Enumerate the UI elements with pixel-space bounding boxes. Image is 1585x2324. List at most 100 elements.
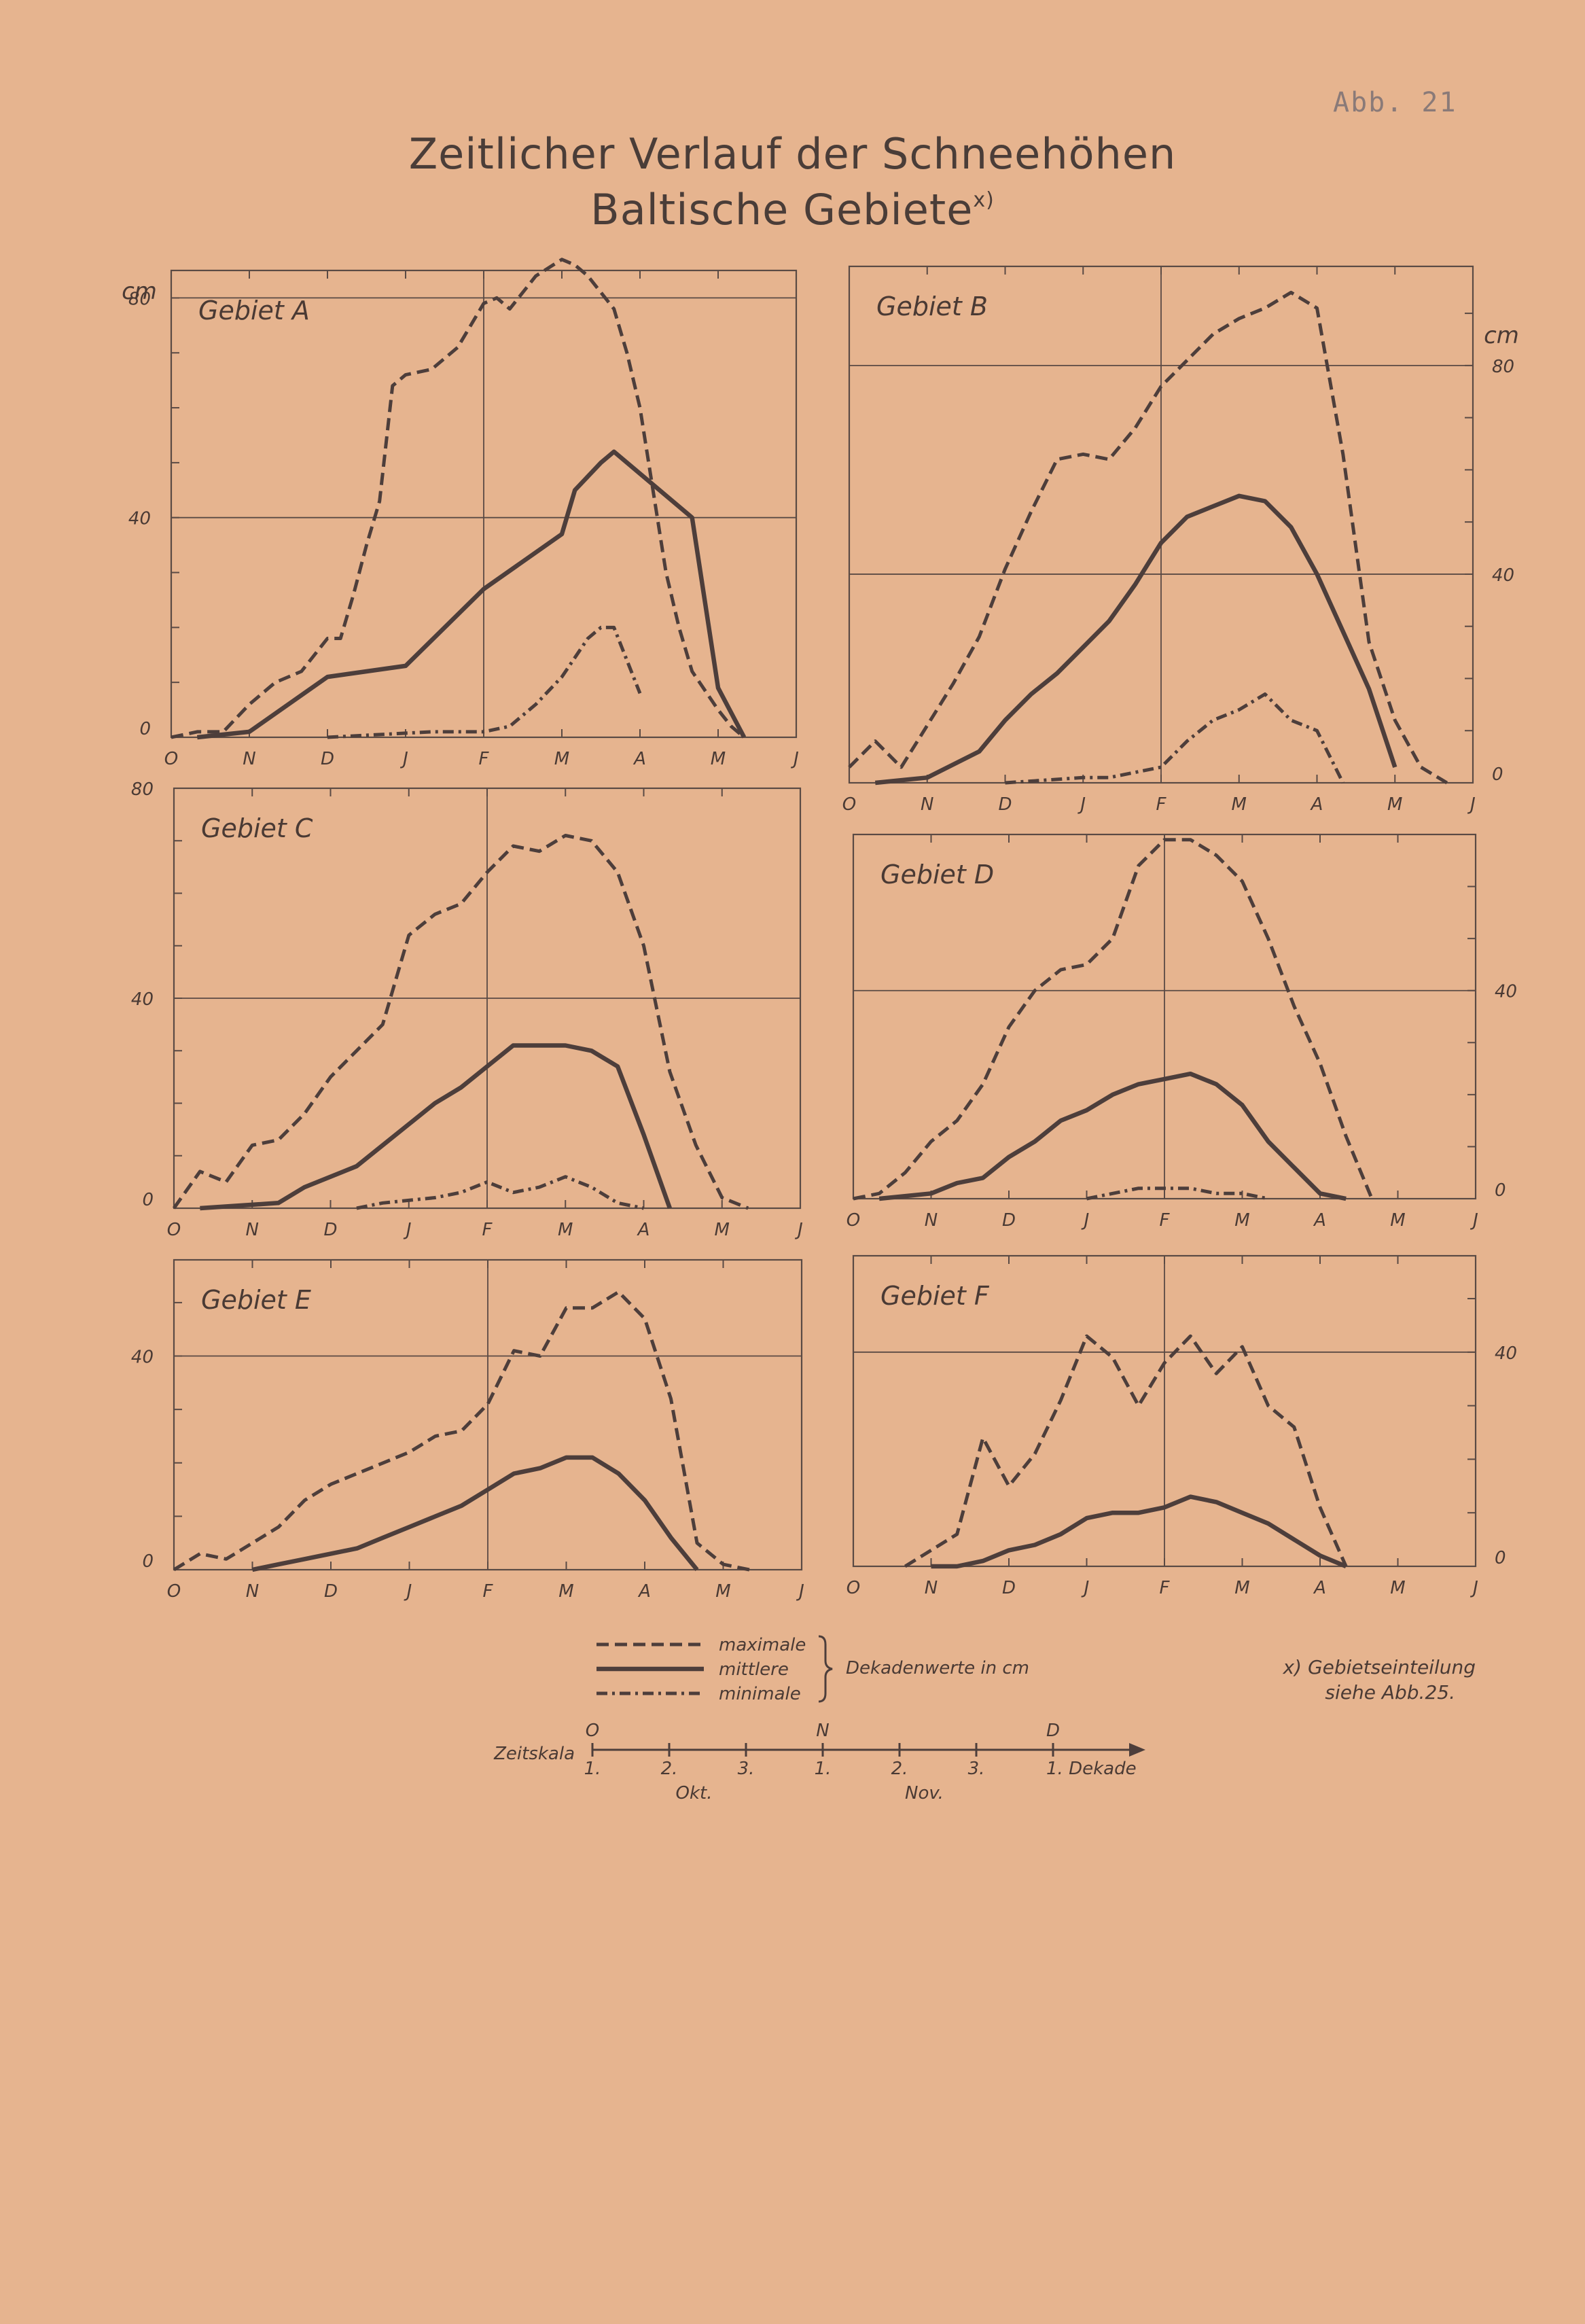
panel-label: Gebiet B — [876, 292, 988, 321]
y-tick-label: 40 — [128, 509, 151, 529]
x-tick-label: J — [794, 1220, 803, 1240]
x-tick-label: M — [1234, 1578, 1249, 1598]
zeitskala-decade-label: 3. — [738, 1759, 755, 1779]
chart-title-footnote-marker: x) — [973, 188, 995, 212]
zeitskala-decade-label: 1. — [815, 1759, 832, 1779]
x-tick-label: J — [790, 749, 799, 769]
x-tick-label: N — [925, 1578, 938, 1598]
zeitskala-month-label: O — [586, 1721, 599, 1741]
x-tick-label: J — [403, 1220, 412, 1240]
panel-gebiet-c: O N D J F M A M J 0 40 80 Gebiet C — [131, 779, 803, 1240]
x-tick-label: A — [637, 1220, 650, 1240]
x-tick-label: O — [164, 749, 178, 769]
series-mittlere — [874, 493, 1397, 786]
y-tick-label: 80 — [131, 779, 154, 800]
zeitskala-decade-label: 2. — [661, 1759, 678, 1779]
zeitskala-arrowhead — [1129, 1743, 1145, 1757]
x-tick-label: J — [404, 1581, 412, 1602]
legend-brace-label: Dekadenwerte in cm — [846, 1658, 1029, 1678]
y-tick-label: 0 — [139, 719, 151, 739]
x-tick-label: M — [1234, 1210, 1249, 1231]
series-maximale — [848, 290, 1448, 785]
x-tick-label: J — [796, 1581, 804, 1602]
series-mittlere — [931, 1494, 1347, 1569]
x-tick-label: M — [1387, 794, 1402, 815]
x-tick-label: O — [842, 794, 856, 815]
footnote-line1: x) Gebietseinteilung — [1283, 1656, 1476, 1678]
zeitskala-decade-label: 1. — [584, 1759, 601, 1779]
x-tick-label: D — [324, 1581, 338, 1602]
x-tick-label: A — [637, 1581, 651, 1602]
series-maximale — [171, 258, 745, 739]
x-tick-label: A — [1310, 794, 1323, 815]
page-stamp: Abb. 21 — [1333, 87, 1457, 118]
y-tick-label: 0 — [1495, 1548, 1506, 1568]
x-tick-label: M — [715, 1581, 730, 1602]
x-tick-label: J — [1077, 794, 1086, 815]
y-tick-label: 0 — [1495, 1180, 1506, 1201]
x-tick-label: M — [554, 749, 569, 769]
x-tick-label: N — [925, 1210, 938, 1231]
series-minimale — [356, 1175, 644, 1210]
x-tick-label: F — [1156, 794, 1167, 815]
y-unit-label: cm — [1484, 322, 1519, 349]
series-mittlere — [200, 1043, 672, 1211]
x-tick-label: D — [321, 749, 334, 769]
legend: maximale mittlere minimale Dekadenwerte in … — [596, 1635, 1476, 1704]
y-tick-label: 40 — [1492, 565, 1514, 586]
x-tick-label: O — [167, 1220, 181, 1240]
zeitskala-month-label: N — [816, 1721, 829, 1741]
x-tick-label: A — [1313, 1578, 1326, 1598]
panel-label: Gebiet C — [201, 813, 313, 843]
chart-title-text-2: Baltische Gebiete — [590, 185, 974, 234]
series-minimale — [1005, 692, 1345, 785]
x-tick-label: F — [479, 749, 490, 769]
x-tick-label: O — [847, 1210, 860, 1231]
x-tick-label: N — [246, 1220, 259, 1240]
x-tick-label: N — [243, 749, 255, 769]
series-maximale — [904, 1334, 1348, 1568]
x-tick-label: A — [1313, 1210, 1326, 1231]
zeitskala-month-label: D — [1046, 1721, 1060, 1741]
legend-label-max: maximale — [719, 1635, 806, 1655]
y-unit-label: cm — [122, 278, 157, 305]
series-mittlere — [878, 1071, 1347, 1201]
zeitskala-label: Zeitskala — [493, 1744, 575, 1764]
x-tick-label: O — [167, 1581, 181, 1602]
footnote-line2: siehe Abb.25. — [1325, 1681, 1455, 1704]
series-minimale — [327, 625, 642, 739]
x-tick-label: J — [399, 749, 408, 769]
zeitskala-decade-label: 1. Dekade — [1046, 1759, 1137, 1779]
x-tick-label: M — [1390, 1210, 1405, 1231]
zeitskala: Zeitskala 1. 2. 3. 1. 2. 3. 1. Dekade O N D Okt. Nov… — [493, 1721, 1145, 1803]
x-tick-label: J — [1467, 794, 1476, 815]
x-tick-label: F — [482, 1220, 493, 1240]
series-maximale — [172, 834, 749, 1210]
series-maximale — [853, 838, 1374, 1201]
x-tick-label: D — [1002, 1578, 1016, 1598]
panel-gebiet-e: O N D J F M A M J 0 40 Gebiet E — [131, 1258, 804, 1602]
x-tick-label: O — [847, 1578, 860, 1598]
x-tick-label: F — [483, 1581, 494, 1602]
series-mittlere — [196, 449, 747, 740]
x-tick-label: M — [1390, 1578, 1405, 1598]
y-tick-label: 0 — [1492, 764, 1503, 785]
x-tick-label: A — [633, 749, 646, 769]
x-tick-label: J — [1081, 1578, 1090, 1598]
x-tick-label: J — [1081, 1210, 1090, 1231]
x-tick-label: M — [558, 1220, 573, 1240]
y-tick-label: 40 — [131, 989, 154, 1010]
x-tick-label: D — [998, 794, 1012, 815]
x-tick-label: J — [1470, 1578, 1478, 1598]
legend-label-mean: mittlere — [719, 1659, 789, 1680]
y-tick-label: 40 — [1495, 982, 1517, 1002]
panel-label: Gebiet D — [880, 860, 994, 890]
zeitskala-month-name: Okt. — [676, 1783, 713, 1803]
x-tick-label: D — [1002, 1210, 1016, 1231]
x-tick-label: F — [1160, 1578, 1171, 1598]
